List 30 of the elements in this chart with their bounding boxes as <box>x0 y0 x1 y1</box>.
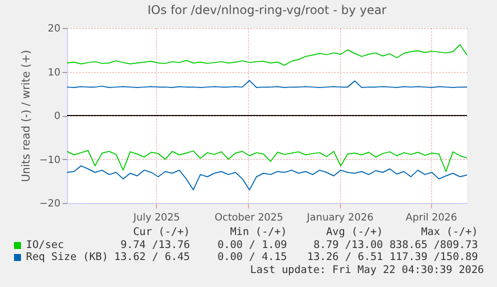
y-tick-label: 0 <box>54 111 60 122</box>
text: Min (-/+) <box>230 226 287 238</box>
y-axis-title: Units read (-) / write (+) <box>19 50 32 182</box>
text: 117.39 /150.89 <box>389 251 478 263</box>
text: 838.65 /809.73 <box>389 238 478 250</box>
text: 13.26 / 6.51 <box>307 251 383 263</box>
line-series <box>66 165 468 190</box>
text: Cur (-/+) <box>133 226 190 238</box>
y-tick-label: 10 <box>48 67 60 78</box>
y-tick-label: −20 <box>39 198 60 210</box>
line-series <box>66 150 468 172</box>
x-tick-label: October 2025 <box>214 212 284 224</box>
text: 0.00 / 4.15 <box>217 251 287 263</box>
x-tick-label: April 2026 <box>406 212 458 224</box>
x-tick-label: July 2025 <box>132 212 180 224</box>
y-tick-label: −10 <box>39 154 60 166</box>
line-series <box>66 80 468 88</box>
chart-title: IOs for /dev/nlnog-ring-vg/root - by year <box>148 3 387 17</box>
text: 0.00 / 1.09 <box>217 238 287 250</box>
y-tick-label: 20 <box>48 24 60 34</box>
text: 9.74 /13.76 <box>120 238 190 250</box>
text: Last update: Fri May 22 04:30:39 2026 <box>250 264 484 276</box>
legend-label: Req Size (KB) <box>26 251 108 263</box>
text: 13.62 / 6.45 <box>114 251 190 263</box>
text: Max (-/+) <box>421 226 478 238</box>
legend-label: IO/sec <box>26 238 64 250</box>
x-tick-label: January 2026 <box>306 212 374 224</box>
line-series <box>66 44 468 66</box>
text: 8.79 /13.00 <box>313 238 383 250</box>
text: Avg (-/+) <box>326 226 383 238</box>
